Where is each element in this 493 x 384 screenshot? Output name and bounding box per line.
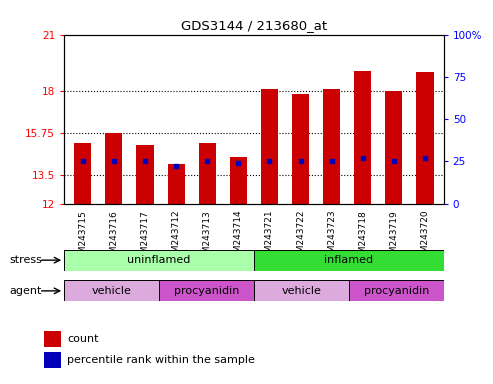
Text: vehicle: vehicle bbox=[282, 286, 321, 296]
Bar bbox=[74, 144, 91, 204]
Text: agent: agent bbox=[10, 286, 42, 296]
Bar bbox=[254, 280, 349, 301]
Bar bbox=[159, 280, 254, 301]
Bar bbox=[106, 133, 122, 204]
Text: uninflamed: uninflamed bbox=[127, 255, 191, 265]
Bar bbox=[64, 250, 254, 271]
Text: stress: stress bbox=[10, 255, 43, 265]
Bar bbox=[349, 280, 444, 301]
Bar bbox=[168, 164, 185, 204]
Bar bbox=[292, 94, 309, 204]
Text: count: count bbox=[68, 334, 99, 344]
Bar bbox=[64, 280, 159, 301]
Text: procyanidin: procyanidin bbox=[363, 286, 429, 296]
Bar bbox=[417, 72, 433, 204]
Bar bbox=[137, 145, 153, 204]
Bar bbox=[44, 331, 61, 347]
Bar bbox=[386, 91, 402, 204]
Text: procyanidin: procyanidin bbox=[174, 286, 239, 296]
Text: inflamed: inflamed bbox=[324, 255, 373, 265]
Text: percentile rank within the sample: percentile rank within the sample bbox=[68, 355, 255, 365]
Bar bbox=[199, 144, 216, 204]
Bar bbox=[44, 352, 61, 368]
Text: vehicle: vehicle bbox=[92, 286, 132, 296]
Bar bbox=[254, 250, 444, 271]
Bar bbox=[354, 71, 371, 204]
Bar bbox=[261, 89, 278, 204]
Bar bbox=[323, 89, 340, 204]
Bar bbox=[230, 157, 247, 204]
Title: GDS3144 / 213680_at: GDS3144 / 213680_at bbox=[181, 19, 327, 32]
